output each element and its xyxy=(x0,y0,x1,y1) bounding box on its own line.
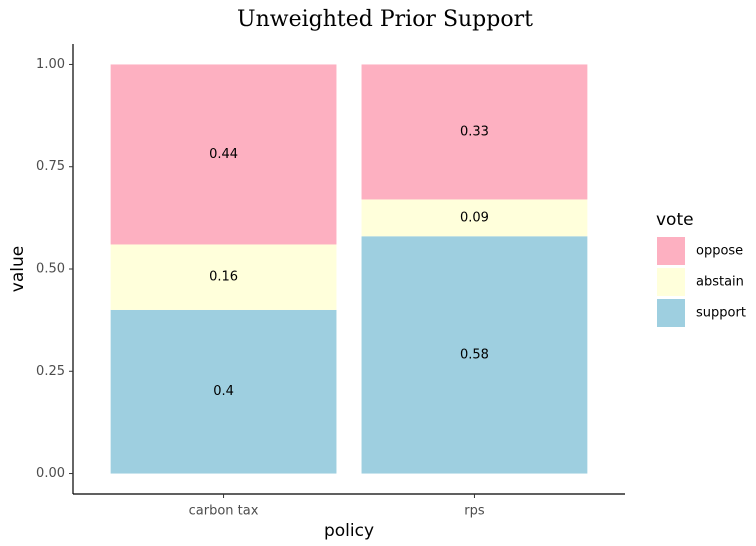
legend-key xyxy=(657,268,685,296)
x-axis-title: policy xyxy=(324,521,374,541)
value-label: 0.4 xyxy=(213,384,234,399)
bar-segment xyxy=(110,309,337,474)
value-label: 0.44 xyxy=(209,147,238,162)
bar-segment xyxy=(361,199,588,237)
y-tick-label: 0.50 xyxy=(36,262,65,277)
legend-title: vote xyxy=(656,210,694,230)
bar-segment xyxy=(361,236,588,474)
legend-label: support xyxy=(696,306,746,321)
y-axis-title: value xyxy=(8,246,28,292)
y-tick-label: 0.25 xyxy=(36,364,65,379)
legend-label: oppose xyxy=(696,244,743,259)
y-tick-label: 0.75 xyxy=(36,159,65,174)
x-tick-label: carbon tax xyxy=(189,504,259,519)
legend-key xyxy=(657,299,685,327)
value-label: 0.16 xyxy=(209,270,238,285)
legend-key xyxy=(657,237,685,265)
value-label: 0.33 xyxy=(460,124,489,139)
x-tick-label: rps xyxy=(464,504,485,519)
bar-segment xyxy=(110,244,337,310)
chart-title: Unweighted Prior Support xyxy=(237,7,533,32)
value-label: 0.09 xyxy=(460,210,489,225)
bar-segment xyxy=(110,64,337,245)
value-label: 0.58 xyxy=(460,347,489,362)
legend-label: abstain xyxy=(696,275,744,290)
y-tick-label: 0.00 xyxy=(36,466,65,481)
y-tick-label: 1.00 xyxy=(36,57,65,72)
bar-segment xyxy=(361,64,588,200)
